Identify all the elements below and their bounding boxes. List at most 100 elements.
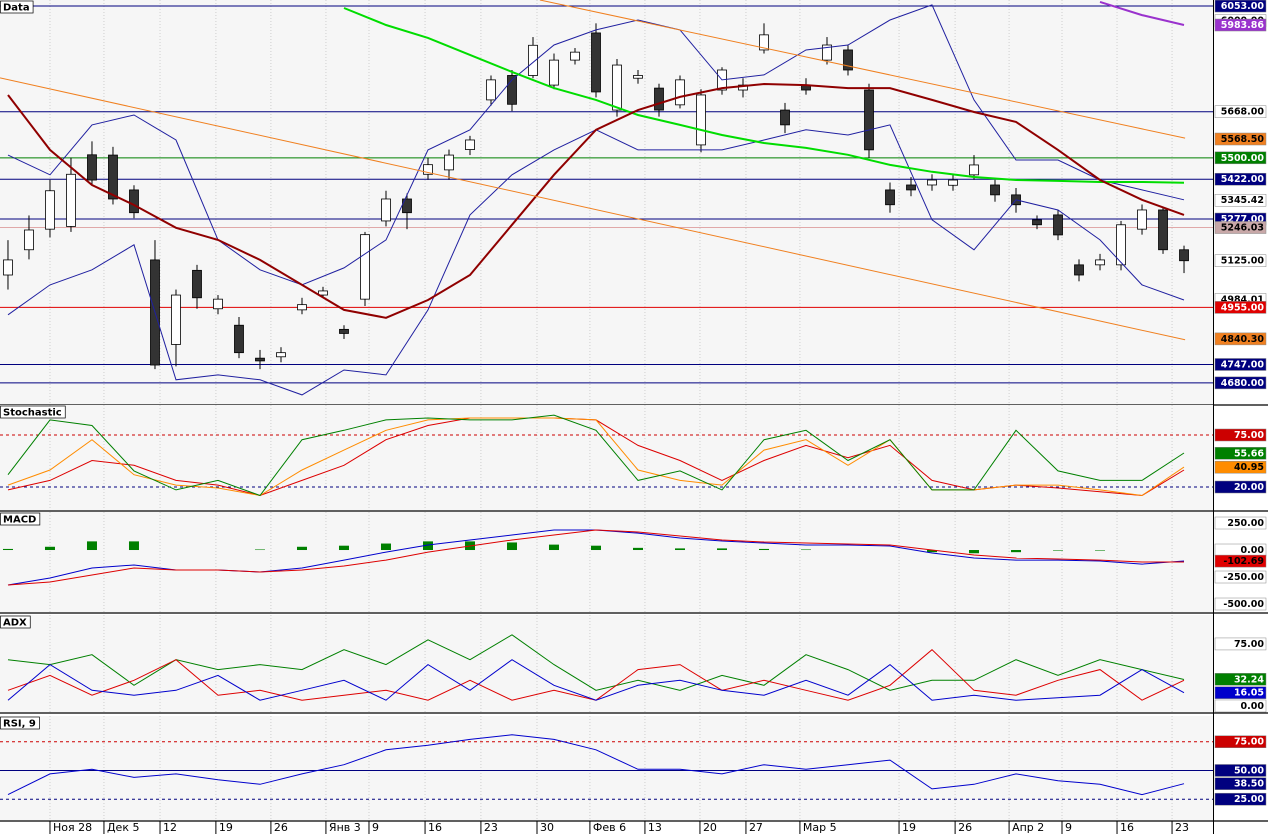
pane-background (0, 405, 1213, 510)
price-label-box (1214, 358, 1267, 371)
price-label-box (1214, 673, 1267, 686)
price-label: 55.66 (1234, 448, 1264, 459)
candle-body (1116, 224, 1126, 266)
candle-body (990, 184, 1000, 196)
x-tick-label: 26 (274, 821, 288, 834)
price-label: 0.00 (1241, 701, 1265, 712)
price-label-box (1214, 428, 1267, 442)
x-tick-label: 30 (540, 821, 554, 834)
x-tick-label: 16 (1120, 821, 1134, 834)
price-label-box (1214, 193, 1267, 207)
price-label: 4840.30 (1221, 334, 1265, 345)
indicator-line (343, 7, 1185, 184)
candle-body (633, 75, 643, 79)
price-label: 75.00 (1234, 430, 1264, 441)
histogram-bar (675, 548, 686, 551)
price-label-box (1214, 18, 1267, 32)
candle-body (822, 44, 832, 61)
indicator-line (7, 4, 1185, 286)
candle-body (66, 173, 76, 227)
histogram-bar (717, 548, 728, 551)
pane-title-box (0, 512, 41, 526)
x-tick-label: 27 (749, 821, 763, 834)
candle-body (675, 79, 685, 106)
price-label-box (1214, 480, 1267, 494)
candle-body (528, 44, 538, 76)
candle-body (3, 259, 13, 276)
price-label-box (1214, 0, 1267, 13)
indicator-line (539, 0, 1186, 139)
histogram-bar (128, 541, 139, 551)
histogram-bar (44, 546, 55, 551)
candle-body (444, 154, 454, 171)
price-label: 75.00 (1234, 639, 1264, 650)
histogram-bar (380, 543, 391, 551)
price-label-box (1214, 777, 1267, 790)
candle-body (843, 49, 853, 71)
x-tick-label: 13 (648, 821, 662, 834)
histogram-bar (1011, 550, 1022, 553)
indicator-line (1099, 0, 1185, 26)
candle-body (1137, 209, 1147, 230)
histogram-bar (2, 548, 13, 551)
pane-title-box (0, 405, 66, 419)
candle-body (549, 59, 559, 86)
candle-body (654, 87, 664, 111)
indicator-line (0, 77, 1186, 341)
price-label: 250.00 (1227, 518, 1264, 529)
histogram-bar (86, 541, 97, 551)
candle-body (759, 34, 769, 51)
candle-body (276, 352, 286, 358)
x-tick-label: 12 (163, 821, 177, 834)
price-label-box (1214, 699, 1267, 713)
candle-body (1179, 249, 1189, 262)
x-tick-label: Дек 5 (107, 821, 140, 834)
histogram-bar (633, 547, 644, 551)
x-tick-label: Фев 6 (593, 821, 626, 834)
price-label: 50.00 (1234, 765, 1264, 776)
price-label: 5668.00 (1221, 107, 1265, 118)
price-label-box (1214, 221, 1267, 234)
price-label: 4747.00 (1221, 359, 1265, 370)
pane (2, 512, 1185, 612)
histogram-bar (1095, 550, 1106, 551)
x-tick-label: 19 (219, 821, 233, 834)
candle-body (297, 304, 307, 311)
price-label-box (1214, 686, 1267, 699)
price-label-box (1214, 764, 1267, 777)
price-label-box (1214, 637, 1267, 651)
price-label: -500.00 (1223, 599, 1264, 610)
candle-body (927, 179, 937, 186)
candle-body (108, 154, 118, 200)
price-label: 5125.00 (1221, 256, 1265, 267)
candle-body (906, 184, 916, 191)
pane (0, 405, 1213, 510)
price-label: 38.50 (1234, 779, 1264, 790)
candle-body (885, 189, 895, 206)
price-label: 5983.86 (1221, 20, 1265, 31)
candle-body (381, 198, 391, 222)
price-label-box (1214, 554, 1267, 568)
price-label: -102.69 (1223, 556, 1264, 567)
price-label-box (1214, 132, 1267, 146)
price-label: 5422.00 (1221, 174, 1265, 185)
price-label-box (1214, 447, 1267, 460)
candle-body (864, 89, 874, 151)
price-label-box (1214, 735, 1267, 748)
price-label-box (1214, 301, 1267, 314)
indicator-line (7, 417, 1185, 497)
candle-body (969, 164, 979, 176)
candle-body (1032, 219, 1042, 226)
pane-background (0, 716, 1213, 820)
price-label: 75.00 (1234, 737, 1264, 748)
price-label-box (1214, 151, 1267, 165)
pane-title: Data (3, 3, 30, 14)
pane-title: ADX (3, 618, 27, 629)
candle-body (192, 269, 202, 299)
x-tick-label: 9 (372, 821, 379, 834)
histogram-bar (506, 542, 517, 551)
candle-body (465, 139, 475, 150)
price-label-box (1214, 332, 1267, 346)
price-label: 0.00 (1241, 545, 1265, 556)
